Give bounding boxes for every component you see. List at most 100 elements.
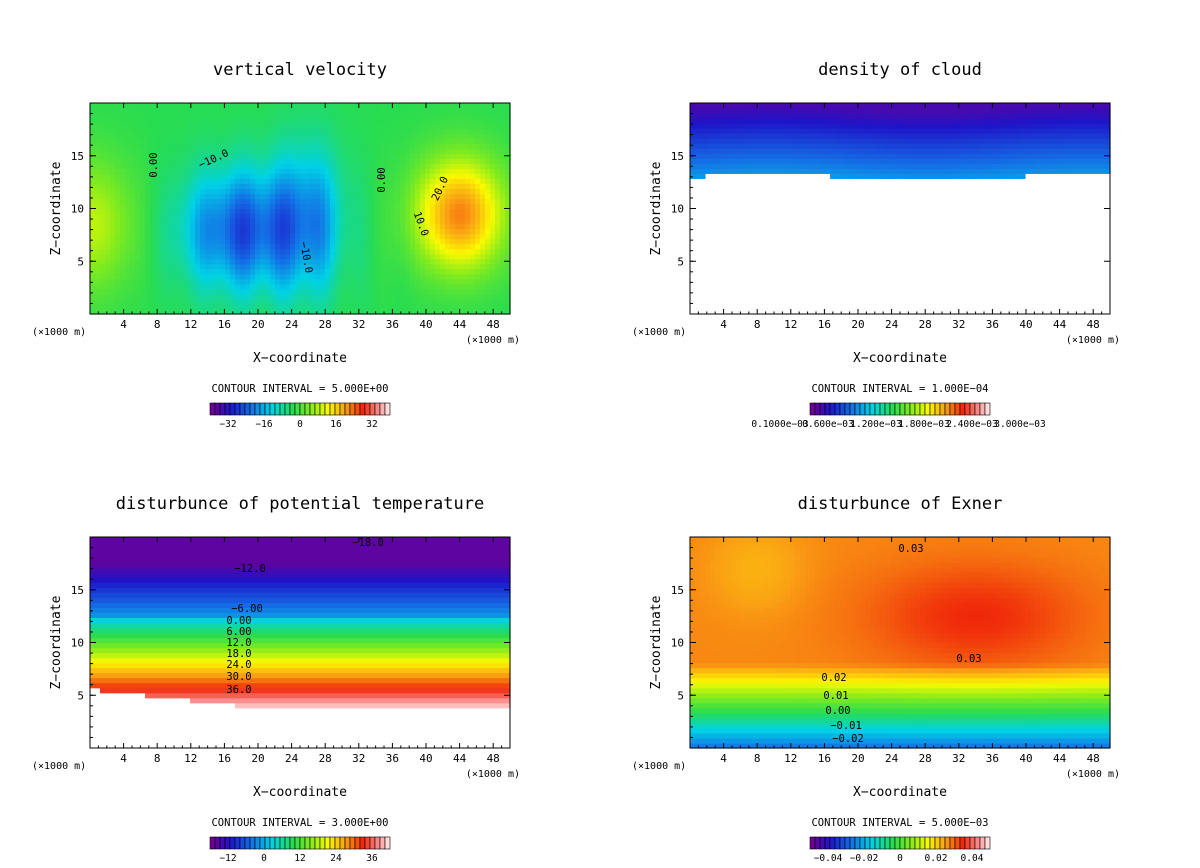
field-cell [420,228,426,235]
field-cell [150,103,156,109]
field-cell [360,223,366,230]
field-cell [140,288,146,295]
field-cell [970,108,976,114]
field-cell [285,258,291,265]
field-cell [190,273,196,280]
field-cell [335,168,341,174]
field-cell [735,128,741,134]
panel-title: density of cloud [818,60,982,80]
field-cell [980,128,986,134]
field-cell [290,283,296,290]
field-cell [160,133,166,139]
field-cell [355,223,361,230]
field-cell [1000,148,1006,154]
field-cell [845,128,851,134]
field-cell [470,193,476,200]
field-cell [505,128,511,134]
field-cell [375,173,381,179]
field-cell [250,193,256,200]
field-cell [160,188,166,195]
field-cell [300,148,306,154]
field-cell [790,163,796,169]
field-cell [920,103,926,109]
field-cell [200,188,206,195]
field-cell [300,283,306,290]
field-cell [440,238,446,245]
field-cell [935,153,941,159]
field-cell [425,303,431,310]
field-cell [500,168,506,174]
field-cell [150,293,156,300]
field-cell [1050,108,1056,114]
field-cell [130,188,136,195]
field-cell [440,178,446,184]
field-cell [740,103,746,109]
field-cell [840,118,846,124]
field-cell [195,208,201,215]
field-cell [265,293,271,300]
field-cell [195,188,201,195]
field-cell [815,113,821,119]
field-cell [705,108,711,114]
field-cell [120,293,126,300]
field-cell [1105,133,1111,139]
field-cell [1085,133,1091,139]
field-cell [110,103,116,109]
field-cell [935,118,941,124]
field-cell [445,188,451,195]
field-cell [275,148,281,154]
field-cell [460,223,466,230]
x-tick-label: 16 [218,318,231,331]
field-cell [325,283,331,290]
field-cell [355,248,361,255]
field-cell [245,183,251,189]
field-cell [400,293,406,300]
field-cell [420,288,426,295]
field-cell [265,223,271,230]
field-cell [275,208,281,215]
field-cell [150,178,156,184]
field-cell [430,293,436,300]
field-cell [245,128,251,134]
field-cell [385,243,391,250]
field-cell [380,178,386,184]
field-cell [980,133,986,139]
field-cell [450,298,456,305]
field-cell [425,163,431,169]
field-cell [430,278,436,285]
field-cell [100,228,106,235]
field-cell [800,123,806,129]
field-cell [1010,118,1016,124]
field-cell [495,258,501,265]
field-cell [810,163,816,169]
field-cell [140,253,146,260]
field-cell [105,263,111,270]
field-cell [450,258,456,265]
field-cell [785,103,791,109]
field-cell [385,158,391,164]
field-cell [455,238,461,245]
field-cell [455,188,461,195]
field-cell [440,273,446,280]
field-cell [300,113,306,119]
field-cell [500,258,506,265]
field-cell [280,278,286,285]
field-cell [405,138,411,144]
field-cell [490,153,496,159]
field-cell [495,193,501,200]
field-cell [345,273,351,280]
field-cell [765,148,771,154]
field-cell [150,153,156,159]
field-cell [865,153,871,159]
field-cell [495,213,501,220]
field-cell [855,173,861,179]
field-cell [195,243,201,250]
field-cell [175,253,181,260]
field-cell [290,218,296,225]
field-cell [920,158,926,164]
field-cell [260,133,266,139]
field-cell [95,278,101,285]
field-cell [460,168,466,174]
field-cell [270,243,276,250]
field-cell [310,103,316,109]
